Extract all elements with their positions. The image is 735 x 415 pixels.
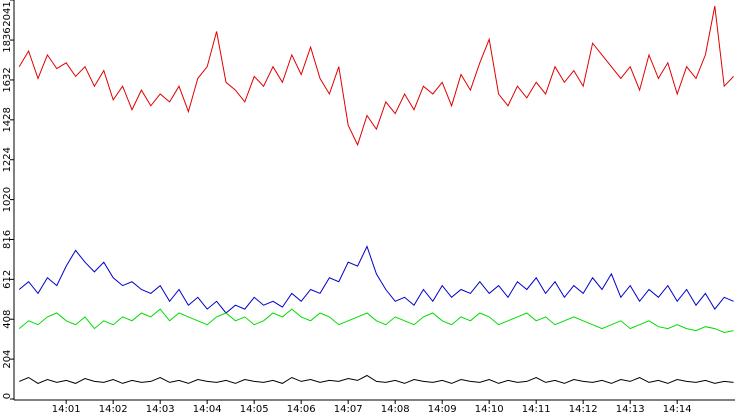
series-line bbox=[18, 6, 734, 147]
series-line bbox=[19, 374, 734, 384]
x-tick-label: 14:04 bbox=[193, 404, 222, 415]
x-tick-label: 14:03 bbox=[146, 404, 175, 415]
x-tick-label: 14:10 bbox=[475, 404, 504, 415]
x-tick-label: 14:02 bbox=[99, 404, 128, 415]
y-tick-label: 1632 bbox=[2, 67, 13, 92]
x-tick-label: 14:07 bbox=[334, 404, 363, 415]
x-tick-label: 14:06 bbox=[287, 404, 316, 415]
series-line bbox=[18, 308, 734, 334]
y-tick-label: 1428 bbox=[2, 107, 13, 132]
x-tick-label: 14:01 bbox=[52, 404, 81, 415]
x-tick-label: 14:14 bbox=[663, 404, 692, 415]
x-tick-label: 14:08 bbox=[381, 404, 410, 415]
y-tick-label: 1224 bbox=[2, 147, 13, 172]
y-tick-label: 204 bbox=[2, 350, 13, 369]
x-tick-label: 14:12 bbox=[569, 404, 598, 415]
y-tick-label: 1836 bbox=[2, 27, 13, 52]
x-tick-label: 14:05 bbox=[240, 404, 269, 415]
series-line bbox=[18, 245, 734, 314]
x-tick-label: 14:13 bbox=[616, 404, 645, 415]
y-tick-label: 612 bbox=[2, 270, 13, 289]
y-tick-label: 2041 bbox=[2, 1, 13, 26]
y-tick-label: 408 bbox=[2, 310, 13, 329]
y-tick-label: 816 bbox=[2, 230, 13, 249]
x-tick-label: 14:09 bbox=[428, 404, 457, 415]
y-axis-strip bbox=[0, 0, 14, 415]
y-tick-label: 1020 bbox=[2, 187, 13, 212]
y-tick-label: 0 bbox=[2, 393, 13, 399]
x-tick-label: 14:11 bbox=[522, 404, 551, 415]
